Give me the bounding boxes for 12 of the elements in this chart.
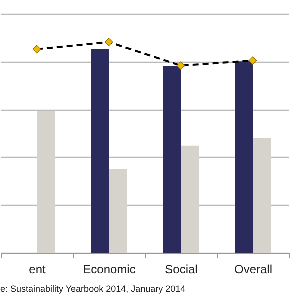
bar [163,66,181,253]
x-tick-label: Economic [83,262,136,276]
x-tick-label: Overall [234,262,273,276]
x-tick-label: ent [29,262,47,276]
bar [109,169,127,253]
bar [253,138,271,253]
bar [37,111,55,253]
bar [235,62,253,253]
text: e: Sustainability Yearbook 2014, January 2014 [0,284,186,294]
bar [91,49,109,253]
x-tick-label: Social [165,262,198,276]
bar [181,146,199,253]
